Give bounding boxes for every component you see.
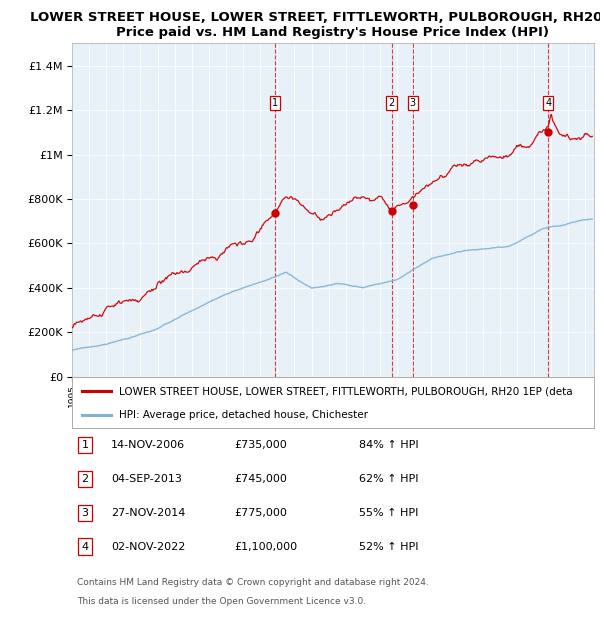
Text: This data is licensed under the Open Government Licence v3.0.: This data is licensed under the Open Gov… — [77, 597, 367, 606]
Text: 84% ↑ HPI: 84% ↑ HPI — [359, 440, 419, 450]
Text: 27-NOV-2014: 27-NOV-2014 — [111, 508, 185, 518]
Text: 55% ↑ HPI: 55% ↑ HPI — [359, 508, 418, 518]
Text: 2: 2 — [388, 99, 395, 108]
Text: 52% ↑ HPI: 52% ↑ HPI — [359, 541, 419, 552]
Text: 4: 4 — [545, 99, 551, 108]
Text: 4: 4 — [82, 541, 89, 552]
Text: 02-NOV-2022: 02-NOV-2022 — [111, 541, 185, 552]
Text: 2: 2 — [82, 474, 89, 484]
Text: 1: 1 — [82, 440, 89, 450]
Text: £735,000: £735,000 — [234, 440, 287, 450]
Title: LOWER STREET HOUSE, LOWER STREET, FITTLEWORTH, PULBOROUGH, RH20 1EP
Price paid v: LOWER STREET HOUSE, LOWER STREET, FITTLE… — [31, 11, 600, 40]
Text: 1: 1 — [272, 99, 278, 108]
Text: LOWER STREET HOUSE, LOWER STREET, FITTLEWORTH, PULBOROUGH, RH20 1EP (deta: LOWER STREET HOUSE, LOWER STREET, FITTLE… — [119, 386, 572, 396]
Text: 04-SEP-2013: 04-SEP-2013 — [111, 474, 182, 484]
Text: 3: 3 — [82, 508, 89, 518]
Text: £775,000: £775,000 — [234, 508, 287, 518]
Text: £745,000: £745,000 — [234, 474, 287, 484]
Text: £1,100,000: £1,100,000 — [234, 541, 297, 552]
Text: Contains HM Land Registry data © Crown copyright and database right 2024.: Contains HM Land Registry data © Crown c… — [77, 578, 429, 587]
Text: HPI: Average price, detached house, Chichester: HPI: Average price, detached house, Chic… — [119, 410, 368, 420]
Text: 3: 3 — [410, 99, 416, 108]
Text: 14-NOV-2006: 14-NOV-2006 — [111, 440, 185, 450]
Text: 62% ↑ HPI: 62% ↑ HPI — [359, 474, 419, 484]
